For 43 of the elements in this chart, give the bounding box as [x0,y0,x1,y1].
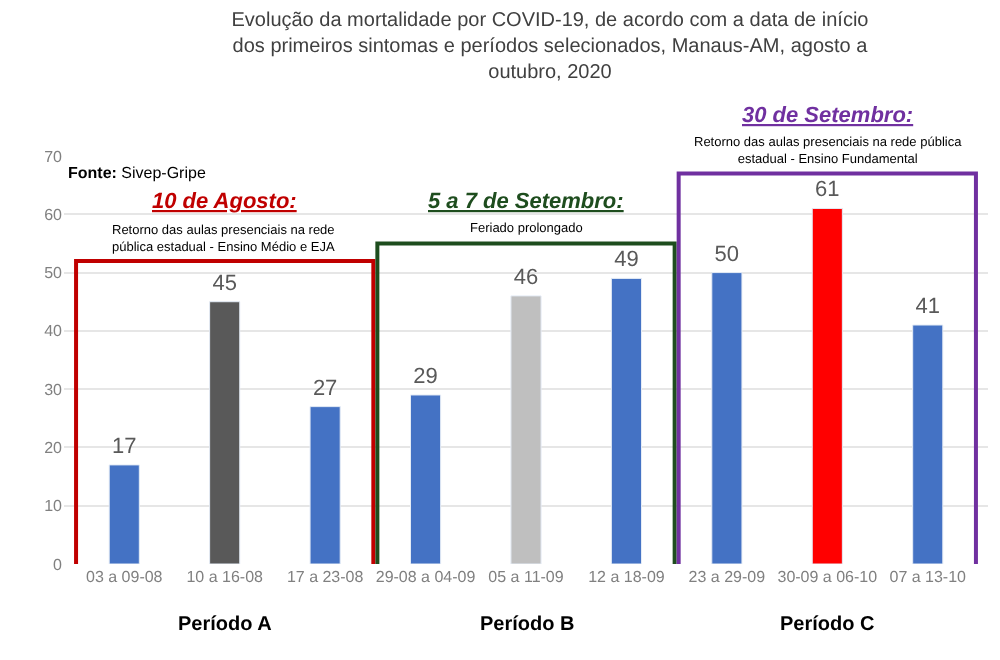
text: 30 de Setembro: [742,104,914,128]
x-tick-label: 03 a 09-08 [85,568,164,586]
data-label: 46 [513,265,539,290]
data-label: 29 [413,364,438,389]
y-tick-label: 10 [44,497,64,516]
data-label: 50 [714,242,740,267]
y-tick-label: 60 [44,205,64,224]
annotation: 10 de Agosto: [152,190,298,214]
data-label: 27 [312,376,338,401]
bar [510,295,542,564]
bar [610,277,642,564]
annotation: Fonte: Sivep-Gripe [68,164,207,182]
x-tick-label: 10 a 16-08 [186,568,265,586]
chart-title: Evolução da mortalidade por COVID-19, de acordo com a data de início dos primeiros sintomas e períodos selecionados, Manaus-AM, agosto a outubro, 2020 [231,10,870,85]
bar [711,272,743,564]
text: Período C [780,614,875,636]
data-label: 45 [212,271,237,296]
x-tick-label: 12 a 18-09 [588,568,666,586]
x-tick-label: 23 a 29-09 [688,568,767,586]
y-tick-label: 50 [44,264,64,283]
x-tick-label: 29-08 a 04-09 [375,568,477,586]
data-label: 17 [112,434,137,459]
x-tick-label: 30-09 a 06-10 [777,568,879,586]
y-tick-label: 20 [44,439,64,458]
y-tick-label: 40 [44,322,64,341]
x-tick-label: 05 a 11-09 [488,568,565,586]
data-label: 61 [815,178,840,203]
y-tick-label: 70 [44,147,64,166]
y-tick-label: 30 [44,380,64,399]
text: Período B [480,614,575,636]
text: Período A [178,614,272,636]
x-tick-label: 07 a 13-10 [889,568,968,586]
y-tick-label: 0 [53,555,64,574]
data-label: 49 [614,248,639,273]
x-tick-label: 17 a 23-08 [286,568,365,586]
bar [811,207,843,564]
bar [209,301,241,564]
data-label: 41 [915,295,940,320]
annotation: 5 a 7 de Setembro: [428,190,625,214]
bar [108,464,140,564]
bar [309,406,341,564]
bar [410,394,442,564]
bar [912,324,944,564]
